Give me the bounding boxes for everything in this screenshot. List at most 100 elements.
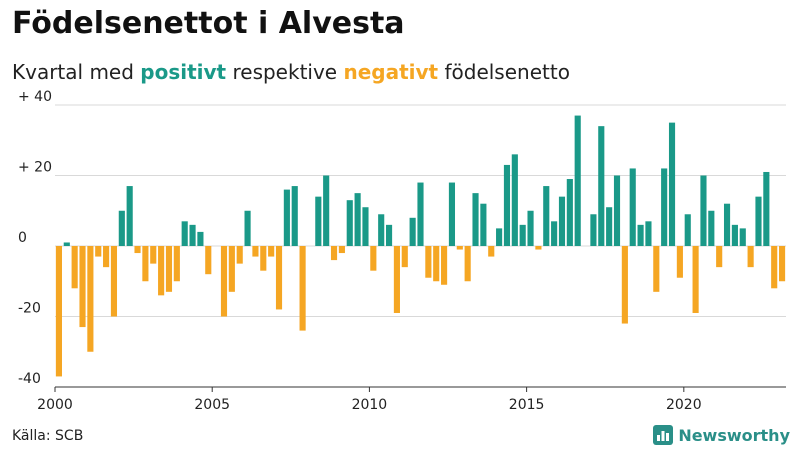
- subtitle-positive: positivt: [140, 60, 227, 84]
- bar: [511, 154, 518, 246]
- subtitle-suffix: födelsenetto: [438, 60, 570, 84]
- bar: [527, 210, 534, 246]
- bar: [197, 231, 204, 246]
- bar: [244, 210, 251, 246]
- bar: [613, 175, 621, 246]
- bar: [503, 164, 511, 246]
- bar: [118, 210, 125, 246]
- bar: [165, 246, 173, 292]
- bar: [771, 246, 778, 289]
- subtitle-middle: respektive: [226, 60, 344, 84]
- bar: [456, 246, 463, 250]
- bar: [661, 168, 668, 246]
- bar: [63, 242, 70, 246]
- bar: [142, 246, 149, 282]
- bar: [739, 228, 746, 247]
- bar: [55, 246, 62, 377]
- bar: [378, 214, 385, 246]
- brand-logo: Newsworthy: [653, 425, 790, 445]
- bar: [291, 186, 298, 246]
- bar: [676, 246, 683, 278]
- bar: [731, 224, 738, 246]
- bar: [417, 182, 424, 246]
- bar: [252, 246, 259, 257]
- bar: [441, 246, 448, 285]
- bar: [425, 246, 432, 278]
- bar: [755, 196, 762, 246]
- source-note: Källa: SCB: [12, 428, 84, 444]
- bar: [275, 246, 283, 310]
- brand-name: Newsworthy: [678, 425, 790, 445]
- bar: [79, 246, 86, 328]
- bar: [779, 246, 786, 282]
- bar: [606, 207, 613, 246]
- chart-subtitle: Kvartal med positivt respektive negativt…: [12, 60, 570, 84]
- bar: [401, 246, 408, 268]
- bar: [323, 175, 330, 246]
- subtitle-negative: negativt: [343, 60, 439, 84]
- bar: [110, 246, 118, 317]
- bar: [393, 246, 400, 313]
- bar: [362, 207, 369, 246]
- bar: [464, 246, 471, 282]
- x-tick-label: 2015: [509, 397, 545, 413]
- bar: [158, 246, 165, 296]
- bar: [472, 193, 479, 247]
- y-tick-label: + 20: [18, 160, 52, 176]
- x-tick-label: 2005: [194, 397, 230, 413]
- bar: [354, 193, 361, 247]
- bar: [629, 168, 636, 246]
- bar: [260, 246, 267, 271]
- y-tick-label: -20: [18, 301, 41, 317]
- bar: [134, 246, 141, 254]
- bar: [126, 186, 133, 246]
- bar: [551, 221, 558, 246]
- bar: [181, 221, 188, 246]
- y-tick-label: 0: [18, 230, 27, 246]
- bar: [370, 246, 377, 271]
- bar: [87, 246, 94, 352]
- bar: [220, 246, 228, 317]
- bar: [558, 196, 566, 246]
- newsworthy-icon: [653, 425, 674, 445]
- bar: [535, 246, 542, 250]
- bar: [315, 196, 322, 246]
- bar: [488, 246, 495, 257]
- x-tick-label: 2000: [37, 397, 73, 413]
- bar: [621, 246, 628, 324]
- bar: [385, 224, 393, 246]
- chart-title: Födelsenettot i Alvesta: [12, 6, 405, 41]
- bar: [708, 210, 715, 246]
- bar: [566, 179, 573, 246]
- bar: [653, 246, 660, 292]
- bar: [645, 221, 652, 246]
- bar: [103, 246, 110, 268]
- bar: [71, 246, 78, 289]
- bar: [283, 189, 290, 246]
- bar: [519, 224, 526, 246]
- bar: [268, 246, 275, 257]
- bar: [173, 246, 180, 282]
- bar: [543, 186, 550, 246]
- x-tick-label: 2020: [666, 397, 702, 413]
- bar: [299, 246, 306, 331]
- x-tick-label: 2010: [352, 397, 388, 413]
- bar: [433, 246, 440, 282]
- bar: [684, 214, 691, 246]
- bar: [236, 246, 243, 264]
- bar: [598, 126, 605, 246]
- bar: [409, 217, 416, 246]
- bar: [338, 246, 345, 254]
- bar: [228, 246, 235, 292]
- bar: [346, 200, 353, 246]
- y-tick-label: + 40: [18, 89, 52, 105]
- bar: [668, 122, 676, 247]
- bar: [448, 182, 456, 246]
- bar: [205, 246, 212, 275]
- bar: [480, 203, 487, 246]
- bar: [763, 171, 770, 246]
- bar: [700, 175, 707, 246]
- bar: [637, 224, 644, 246]
- bar: [747, 246, 754, 268]
